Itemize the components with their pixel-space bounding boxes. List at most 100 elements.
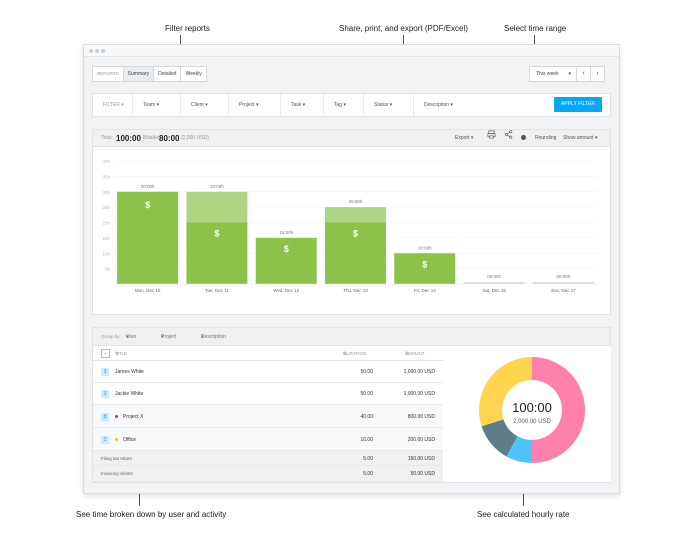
y-tick-label: 25h: [102, 205, 110, 210]
x-tick-label: Sat, Dec 15: [482, 288, 506, 293]
row-count-badge[interactable]: 8: [101, 412, 109, 421]
y-tick-label: 20h: [102, 221, 110, 226]
billable-value: 80:00: [159, 134, 180, 143]
y-tick-label: 30h: [102, 190, 110, 195]
chart-bar-billable[interactable]: [186, 222, 248, 285]
tab-detailed[interactable]: Detailed: [154, 66, 182, 82]
donut-slice[interactable]: [479, 357, 532, 427]
row-count-badge[interactable]: 3: [101, 368, 109, 376]
donut-center-amount: 2,000.00 USD: [513, 419, 551, 425]
y-tick-label: 5h: [105, 267, 111, 272]
export-dropdown[interactable]: Export ▾: [455, 135, 474, 141]
row-amount: 150.00 USD: [407, 455, 435, 462]
filter-tag[interactable]: Tag ▾: [324, 94, 364, 116]
group-by-project[interactable]: Project ▾: [161, 328, 177, 346]
prev-range-button[interactable]: ‹: [577, 66, 591, 82]
filter-status[interactable]: Status ▾: [364, 94, 414, 116]
row-duration: 5.00: [363, 455, 373, 462]
x-tick-label: Sun, Dec 17: [551, 288, 576, 293]
table-row[interactable]: 3 James White 50.00 1,000.00 USD: [93, 361, 443, 383]
filter-label-text: FILTER: [103, 102, 120, 108]
bar-data-label: 15:00h: [279, 230, 293, 235]
window-dot: [89, 49, 93, 53]
billable-amount: (2,000 USD): [181, 135, 209, 141]
show-amount-dropdown[interactable]: Show amount ▾: [563, 135, 598, 141]
donut-chart: 100:00 2,000.00 USD: [479, 357, 585, 463]
chart-bar-billable[interactable]: [394, 253, 456, 284]
group-by-description-label: Description: [201, 334, 227, 340]
chart-bar-empty[interactable]: [532, 282, 594, 284]
chart-bar-nonbillable[interactable]: [325, 207, 386, 223]
tab-summary[interactable]: Summary: [123, 66, 155, 82]
bar-data-label: 00:00h: [487, 274, 501, 279]
print-icon[interactable]: [487, 130, 496, 147]
table-row[interactable]: 2 Office 10.00 200.00 USD: [93, 428, 443, 451]
column-amount-label: AMOUNT: [405, 351, 425, 356]
chart-bar-empty[interactable]: [463, 282, 525, 284]
row-title: James White: [115, 369, 144, 375]
chevron-down-icon: ▾: [568, 71, 571, 77]
group-by-description[interactable]: Description ▾: [201, 328, 226, 346]
filter-project-label: Project: [239, 102, 255, 108]
row-duration: 50.00: [360, 391, 373, 397]
summary-table: ⌄ TITLE ⇅ DURATION ⇅ AMOUNT ⇅: [93, 346, 443, 361]
filter-client[interactable]: Client ▾: [181, 94, 229, 116]
filter-project[interactable]: Project ▾: [229, 94, 281, 116]
rounding-toggle[interactable]: [521, 130, 526, 147]
y-tick-label: 15h: [102, 236, 110, 241]
app-window: REPORTS Summary Detailed Weekly This wee…: [83, 44, 620, 494]
toggle-icon: [521, 135, 526, 141]
row-amount: 800.00 USD: [407, 413, 435, 420]
row-title: Jackie White: [115, 391, 144, 397]
filter-client-label: Client: [191, 102, 204, 108]
reports-label: REPORTS: [92, 66, 124, 82]
show-amount-label: Show amount: [563, 135, 594, 141]
sort-icon: ⇅: [115, 351, 119, 356]
chart-bar-billable[interactable]: [255, 237, 317, 284]
row-amount: 50.00 USD: [410, 471, 435, 477]
table-row[interactable]: 8 Project X 40.00 800.00 USD: [93, 405, 443, 428]
donut-center-value: 100:00: [512, 400, 552, 415]
filter-team[interactable]: Team ▾: [133, 94, 181, 116]
bar-data-label: 25:00h: [349, 199, 363, 204]
chart-bar-nonbillable[interactable]: [186, 191, 248, 223]
filter-bar: FILTER ▾ Team ▾ Client ▾ Project ▾ Task …: [92, 93, 611, 117]
donut-slice[interactable]: [481, 419, 518, 457]
time-range-select[interactable]: This week ▾: [529, 66, 577, 82]
apply-filter-button[interactable]: APPLY FILTER: [554, 97, 602, 112]
row-amount: 200.00 USD: [407, 436, 435, 443]
column-duration-label: DURATION: [343, 351, 367, 356]
dollar-icon: $: [353, 229, 358, 239]
tab-weekly[interactable]: Weekly: [181, 66, 207, 82]
table-row[interactable]: Invoicing clients 5.00 50.00 USD: [93, 466, 443, 482]
project-color-dot: [115, 438, 118, 441]
group-by-user[interactable]: User ▾: [126, 328, 137, 346]
chart-bar-billable[interactable]: [325, 222, 386, 285]
dollar-icon: $: [284, 244, 289, 254]
share-icon[interactable]: [504, 130, 513, 147]
table-row[interactable]: Filing tax return 5.00 150.00 USD: [93, 451, 443, 466]
dollar-icon: $: [422, 259, 427, 269]
dollar-icon: $: [145, 200, 150, 210]
chart-bar-billable[interactable]: [117, 191, 179, 284]
window-dot: [101, 49, 105, 53]
filter-task[interactable]: Task ▾: [281, 94, 324, 116]
table-row[interactable]: 3 Jackie White 50.00 1,000.00 USD: [93, 383, 443, 405]
bar-data-label: 10:00h: [418, 245, 432, 250]
x-tick-label: Fri, Dec 14: [414, 288, 437, 293]
total-label: Total:: [101, 135, 113, 141]
window-dot: [95, 49, 99, 53]
x-tick-label: Mon, Dec 10: [135, 288, 161, 293]
donut-panel: 100:00 2,000.00 USD: [443, 346, 611, 482]
collapse-toggle[interactable]: ⌄: [101, 349, 110, 358]
next-range-button[interactable]: ›: [591, 66, 605, 82]
bar-data-label: 30:00h: [141, 184, 155, 189]
donut-slice[interactable]: [532, 357, 585, 463]
filter-task-label: Task: [291, 102, 302, 108]
row-count-badge[interactable]: 3: [101, 390, 109, 398]
row-count-badge[interactable]: 2: [101, 435, 109, 444]
time-range-value: This week: [536, 71, 559, 77]
column-title-label: TITLE: [115, 351, 128, 356]
donut-slice[interactable]: [506, 436, 532, 463]
filter-description[interactable]: Description ▾: [424, 102, 453, 108]
